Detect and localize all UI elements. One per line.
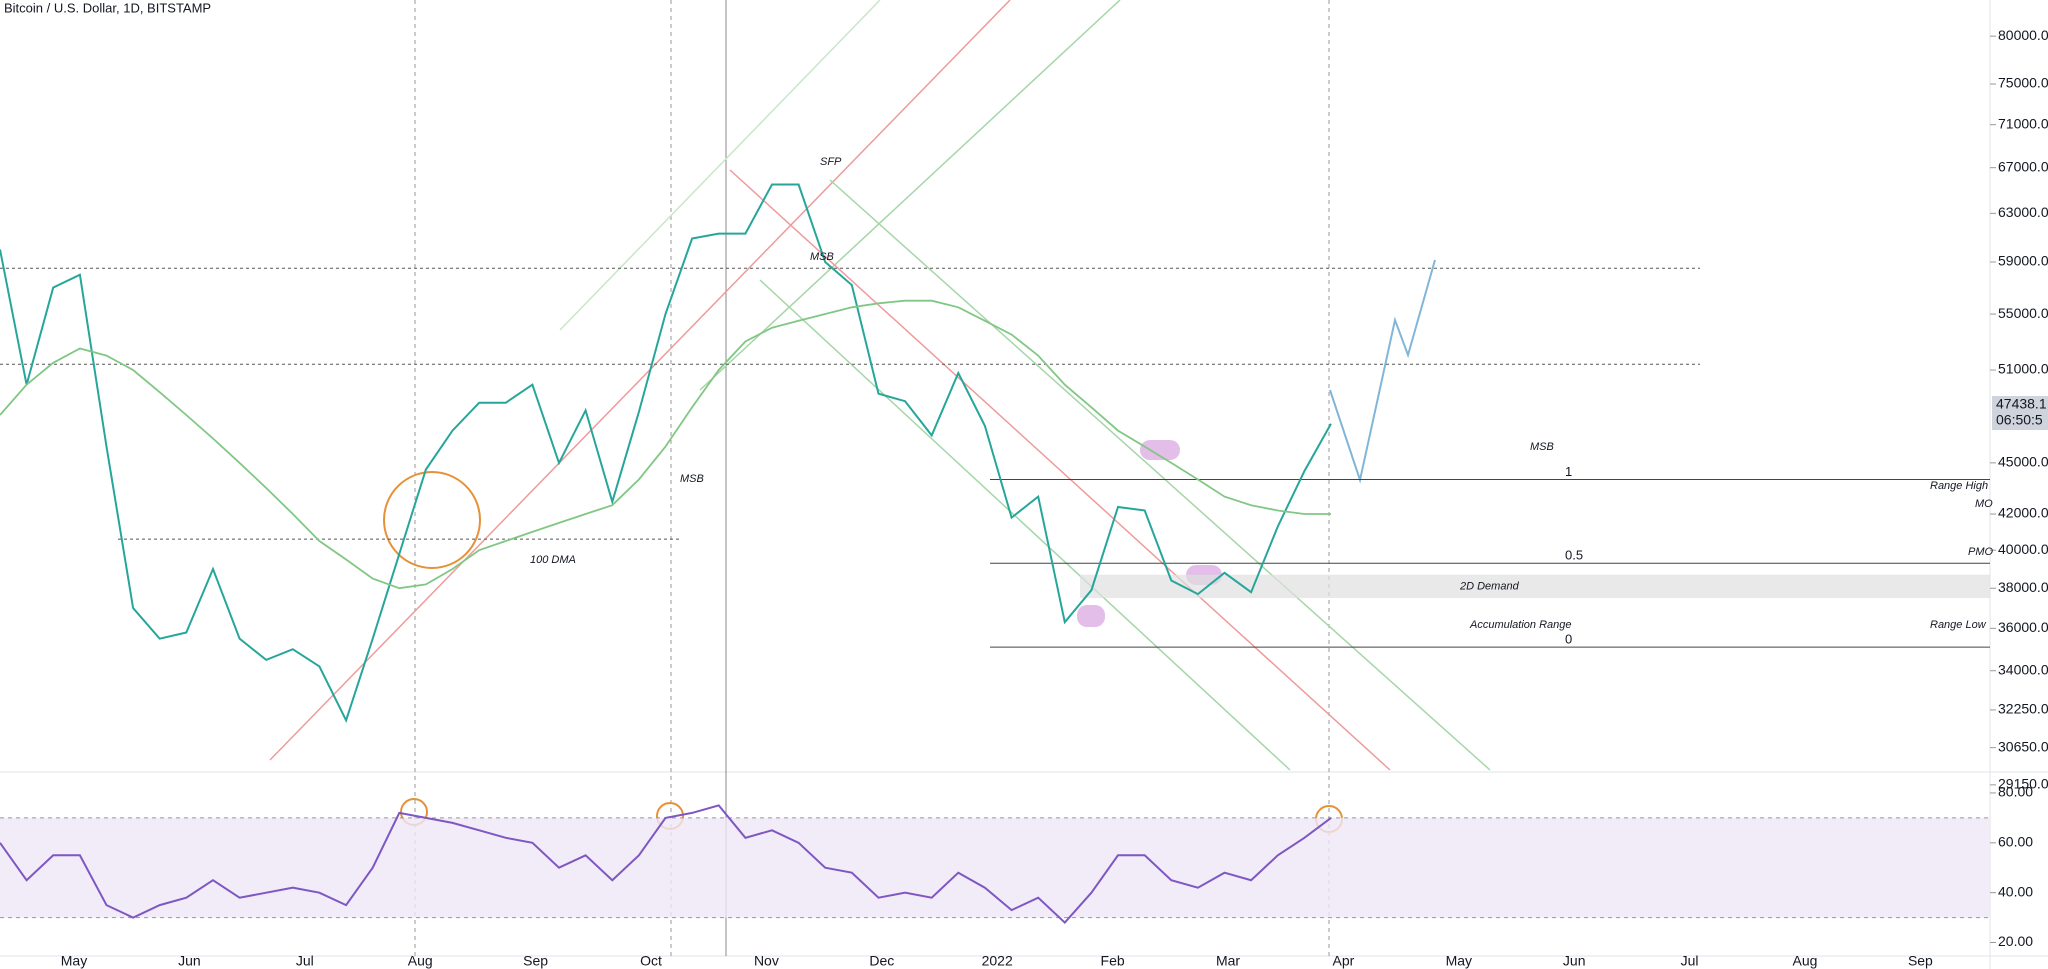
x-tick-label: Aug [408,953,433,969]
x-tick-label: Aug [1793,953,1818,969]
y-tick-label: 55000.0 [1998,305,2048,321]
chart-title: Bitcoin / U.S. Dollar, 1D, BITSTAMP [4,0,211,15]
indicator-line [0,804,1332,925]
fib-label: 0.5 [1565,548,1583,563]
pitchfork-line [829,179,1491,771]
annotation: Accumulation Range [1469,619,1572,631]
x-tick-label: Jun [1563,953,1586,969]
x-tick-label: Mar [1216,953,1240,969]
annotation: SFP [820,156,842,168]
y-tick-label: 51000.0 [1998,361,2048,377]
x-tick-label: Oct [640,953,662,969]
x-tick-label: Jul [1681,953,1699,969]
annotation: Range Low [1930,619,1987,631]
rsi-band [0,817,1990,918]
highlight-zone [1140,440,1180,460]
x-tick-label: Feb [1101,953,1125,969]
x-tick-label: May [1446,953,1472,969]
y-tick-label: 36000.0 [1998,619,2048,635]
fib-label: 1 [1565,464,1572,479]
projection-path [1329,259,1436,484]
highlight-circle [383,471,481,569]
price-tag [1992,396,2048,430]
y-tick-label: 42000.0 [1998,505,2048,521]
demand-zone [1080,574,1990,599]
y-tick-label: 30650.00 [1998,738,2048,754]
x-tick-label: Dec [869,953,894,969]
price-label: 47438.1 [1996,396,2047,412]
y-tick-label: 34000.0 [1998,661,2048,677]
x-tick-label: 2022 [982,953,1013,969]
annotation: 100 DMA [530,554,576,566]
x-tick-label: Nov [754,953,779,969]
y-tick-label: 80000.0 [1998,27,2048,43]
annotation: Range High [1930,480,1988,492]
pitchfork-line [559,0,881,331]
highlight-zone [1077,605,1105,627]
countdown: 06:50:5 [1996,412,2043,428]
demand-label: 2D Demand [1459,580,1520,592]
price-line [0,183,1332,723]
x-tick-label: Jun [178,953,201,969]
annotation: MO [1975,498,1993,510]
y-tick-label: 75000.0 [1998,75,2048,91]
pitchfork-median [729,169,1391,771]
indicator-line [0,299,1331,590]
y-tick-label: 29150.00 [1998,776,2048,792]
x-tick-label: Sep [523,953,548,969]
pitchfork-line [699,0,1121,391]
y-tick-label: 38000.0 [1998,579,2048,595]
pitchfork-median [269,0,1011,761]
y-tick-label: 71000.0 [1998,115,2048,131]
annotation: MSB [680,473,704,485]
pitchfork-line [759,279,1291,771]
x-tick-label: Apr [1333,953,1355,969]
y-tick-label: 59000.0 [1998,253,2048,269]
x-tick-label: Sep [1908,953,1933,969]
fib-label: 0 [1565,632,1572,647]
y-tick-label: 40000.0 [1998,541,2048,557]
annotation: MSB [1530,441,1554,453]
y-tick-label: 32250.00 [1998,701,2048,717]
y-tick-label: 67000.0 [1998,158,2048,174]
x-tick-label: May [61,953,87,969]
y-tick-label: 60.00 [1998,834,2033,850]
x-tick-label: Jul [296,953,314,969]
annotation: MSB [810,251,834,263]
y-tick-label: 20.00 [1998,933,2033,949]
y-tick-label: 63000.0 [1998,204,2048,220]
y-tick-label: 45000.0 [1998,454,2048,470]
annotation: PMO [1968,546,1994,558]
y-tick-label: 40.00 [1998,883,2033,899]
y-tick-label: 80.00 [1998,784,2033,800]
